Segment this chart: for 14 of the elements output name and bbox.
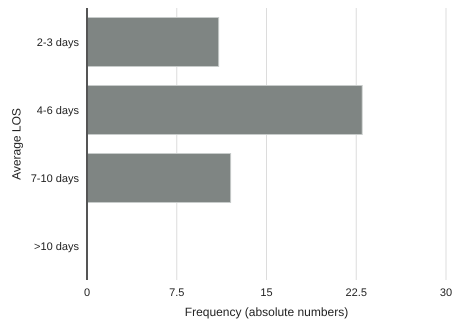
bar	[87, 153, 232, 204]
y-tick-label: 2-3 days	[36, 36, 80, 49]
x-tick-label: 7.5	[169, 286, 184, 299]
x-tick-label: 30	[440, 286, 452, 299]
bar	[87, 85, 363, 136]
x-tick-label: 22.5	[346, 286, 367, 299]
bar	[87, 17, 220, 68]
x-tick-label: 0	[84, 286, 90, 299]
y-axis-title: Average LOS	[9, 108, 24, 180]
y-tick-label: >10 days	[34, 240, 80, 253]
x-tick-label: 15	[260, 286, 273, 299]
y-tick-label: 4-6 days	[36, 104, 80, 117]
y-tick-label: 7-10 days	[30, 172, 80, 185]
x-axis-title: Frequency (absolute numbers)	[184, 305, 348, 319]
